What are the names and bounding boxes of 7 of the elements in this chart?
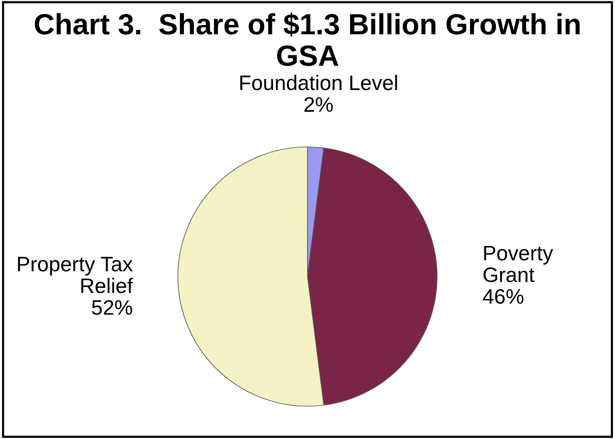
data-label: 2% [304,97,333,112]
slice-label: Poverty Grant [484,246,554,282]
chart-title: Chart 3. Share of $1.3 Billion Growth in GSA [34,12,580,66]
slice-label: Foundation Level [240,74,398,90]
data-label: 52% [92,300,132,315]
data-label: 46% [482,289,524,304]
slice-label: Property Tax Relief [18,256,133,294]
